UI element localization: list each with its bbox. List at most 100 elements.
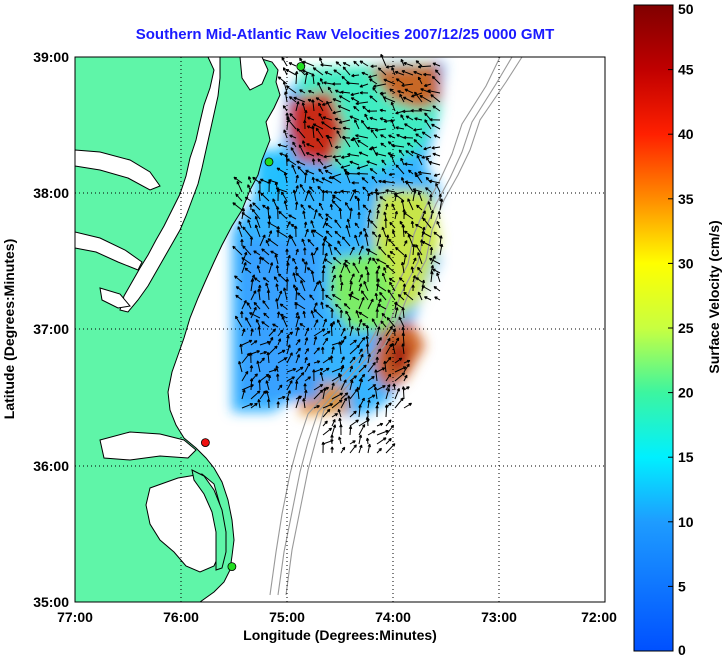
velocity-arrow xyxy=(353,105,360,112)
velocity-arrow xyxy=(349,344,360,355)
velocity-arrow xyxy=(420,88,432,94)
velocity-arrow xyxy=(391,203,396,211)
velocity-arrow xyxy=(350,97,360,103)
velocity-arrow xyxy=(304,172,308,184)
colorbar-tick-label: 35 xyxy=(678,191,694,207)
velocity-arrow xyxy=(416,204,423,211)
bathymetry-contours xyxy=(269,56,523,596)
velocity-arrow xyxy=(338,436,342,445)
velocity-arrow xyxy=(366,160,378,166)
velocity-arrow xyxy=(322,252,328,265)
velocity-arrow xyxy=(241,403,254,409)
velocity-arrow xyxy=(401,307,405,319)
velocity-arrow xyxy=(388,172,396,177)
velocity-arrow xyxy=(235,294,243,301)
velocity-arrow xyxy=(249,203,253,211)
velocity-arrow xyxy=(328,173,342,179)
velocity-arrow xyxy=(321,177,333,184)
velocity-arrow xyxy=(373,386,378,400)
velocity-arrow xyxy=(247,176,252,184)
velocity-color-patch xyxy=(255,150,290,200)
velocity-arrow xyxy=(322,330,331,337)
velocity-arrow xyxy=(322,337,329,346)
velocity-arrow xyxy=(285,85,297,94)
velocity-arrow xyxy=(283,200,288,211)
velocity-arrow xyxy=(304,347,309,355)
velocity-arrow xyxy=(340,379,347,391)
velocity-arrow xyxy=(333,69,342,76)
velocity-arrow xyxy=(257,326,261,337)
velocity-arrow xyxy=(290,235,297,247)
velocity-arrow xyxy=(316,137,324,148)
velocity-arrow xyxy=(294,225,298,238)
velocity-arrow xyxy=(397,90,405,94)
velocity-arrow xyxy=(249,365,254,373)
velocity-arrow xyxy=(307,205,315,211)
velocity-arrow xyxy=(267,215,272,229)
velocity-arrow xyxy=(277,329,284,337)
velocity-arrow xyxy=(320,301,324,310)
velocity-arrow xyxy=(415,60,423,67)
velocity-arrow xyxy=(330,446,334,454)
velocity-arrow xyxy=(318,168,324,175)
velocity-arrow xyxy=(410,109,423,113)
velocity-arrow xyxy=(324,71,333,76)
colorbar-tick-label: 50 xyxy=(678,1,694,17)
velocity-arrow xyxy=(309,294,315,301)
velocity-arrow xyxy=(302,60,315,67)
velocity-arrow xyxy=(301,102,306,112)
velocity-arrow xyxy=(361,71,369,76)
velocity-arrow xyxy=(410,266,415,274)
velocity-arrow xyxy=(349,375,358,382)
velocity-arrow xyxy=(292,189,297,202)
radar-site-marker xyxy=(296,62,306,71)
velocity-arrow xyxy=(341,155,351,159)
velocity-arrow xyxy=(421,285,432,292)
velocity-arrow xyxy=(311,99,315,112)
velocity-arrow xyxy=(334,145,342,149)
velocity-arrow xyxy=(313,347,320,355)
velocity-arrow xyxy=(402,283,407,292)
velocity-arrow xyxy=(256,360,261,373)
velocity-arrow xyxy=(394,70,405,76)
colorbar-tick-label: 15 xyxy=(678,449,694,465)
velocity-arrow xyxy=(247,184,252,193)
axes-frame xyxy=(74,56,606,603)
velocity-arrow xyxy=(376,429,389,436)
velocity-arrow xyxy=(439,235,443,247)
velocity-arrow xyxy=(323,81,333,85)
velocity-arrow xyxy=(333,246,342,256)
velocity-arrow xyxy=(366,271,370,283)
velocity-arrow xyxy=(376,422,384,427)
velocity-arrow xyxy=(361,177,369,184)
velocity-arrow xyxy=(425,176,432,184)
velocity-arrow xyxy=(376,298,382,310)
velocity-arrow xyxy=(389,281,396,292)
velocity-arrow xyxy=(413,139,423,148)
velocity-arrow xyxy=(334,303,342,310)
velocity-arrow xyxy=(356,386,360,400)
velocity-arrow xyxy=(435,182,441,193)
velocity-arrow xyxy=(261,248,270,256)
velocity-arrow xyxy=(340,90,351,95)
velocity-arrow xyxy=(233,176,243,184)
colorbar-tick-label: 25 xyxy=(678,320,694,336)
velocity-arrow xyxy=(363,280,369,292)
velocity-arrow xyxy=(325,213,333,220)
velocity-arrow xyxy=(286,116,290,130)
velocity-arrow xyxy=(295,185,299,193)
velocity-arrow xyxy=(430,271,434,283)
velocity-arrow xyxy=(321,346,325,355)
velocity-arrow xyxy=(288,214,297,220)
velocity-arrow xyxy=(400,157,405,166)
velocity-arrow xyxy=(438,193,442,202)
velocity-arrow xyxy=(285,397,290,409)
velocity-arrow xyxy=(369,168,378,175)
velocity-arrow xyxy=(413,71,423,76)
velocity-arrow xyxy=(430,94,441,103)
velocity-arrow xyxy=(292,272,297,283)
velocity-arrow xyxy=(365,325,370,337)
velocity-arrow xyxy=(238,360,243,373)
velocity-arrow xyxy=(235,286,243,292)
velocity-arrow xyxy=(394,210,398,220)
